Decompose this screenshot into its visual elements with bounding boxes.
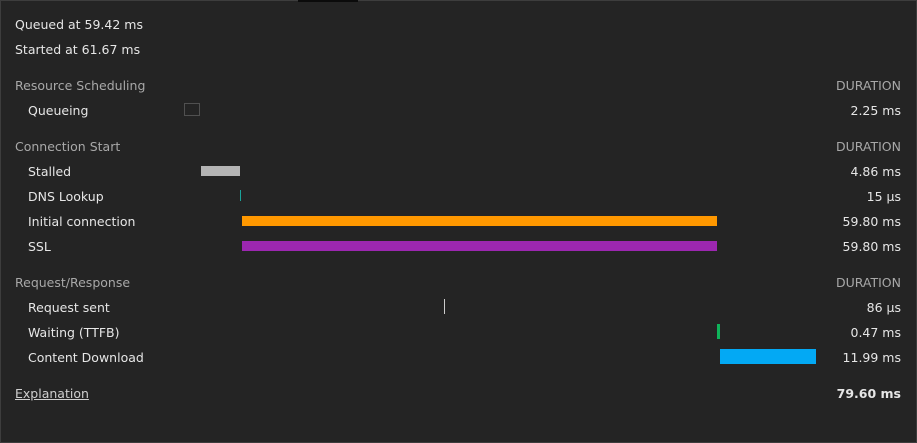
content-download-bar [720, 349, 816, 364]
stalled-bar [201, 166, 240, 176]
queueing-bar [184, 103, 200, 116]
row-value-content-download: 11.99 ms [842, 350, 901, 365]
total-duration: 79.60 ms [836, 386, 901, 401]
row-label-initial-connection: Initial connection [28, 214, 136, 229]
row-label-queueing: Queueing [28, 103, 89, 118]
row-label-stalled: Stalled [28, 164, 72, 179]
row-label-content-download: Content Download [28, 350, 144, 365]
row-label-waiting-ttfb: Waiting (TTFB) [28, 325, 120, 340]
dns-lookup-bar [240, 190, 241, 201]
ssl-bar [242, 241, 717, 251]
duration-header-connection: DURATION [835, 139, 901, 154]
row-value-stalled: 4.86 ms [850, 164, 902, 179]
row-label-ssl: SSL [28, 239, 51, 254]
row-value-ssl: 59.80 ms [842, 239, 901, 254]
initial-connection-bar [242, 216, 717, 226]
started-at-text: Started at 61.67 ms [15, 42, 141, 57]
section-connection-start: Connection Start [15, 139, 121, 154]
row-value-queueing: 2.25 ms [850, 103, 902, 118]
duration-header-request: DURATION [835, 275, 901, 290]
row-value-dns-lookup: 15 µs [866, 189, 901, 204]
row-value-request-sent: 86 µs [866, 300, 901, 315]
duration-header-scheduling: DURATION [835, 78, 901, 93]
request-sent-bar [444, 299, 445, 314]
row-label-request-sent: Request sent [28, 300, 110, 315]
section-resource-scheduling: Resource Scheduling [15, 78, 146, 93]
row-value-waiting-ttfb: 0.47 ms [850, 325, 902, 340]
explanation-link[interactable]: Explanation [15, 386, 89, 401]
waiting-ttfb-bar [717, 324, 720, 339]
section-request-response: Request/Response [15, 275, 131, 290]
row-label-dns-lookup: DNS Lookup [28, 189, 104, 204]
active-tab-indicator [298, 0, 358, 2]
row-value-initial-connection: 59.80 ms [842, 214, 901, 229]
queued-at-text: Queued at 59.42 ms [15, 17, 143, 32]
